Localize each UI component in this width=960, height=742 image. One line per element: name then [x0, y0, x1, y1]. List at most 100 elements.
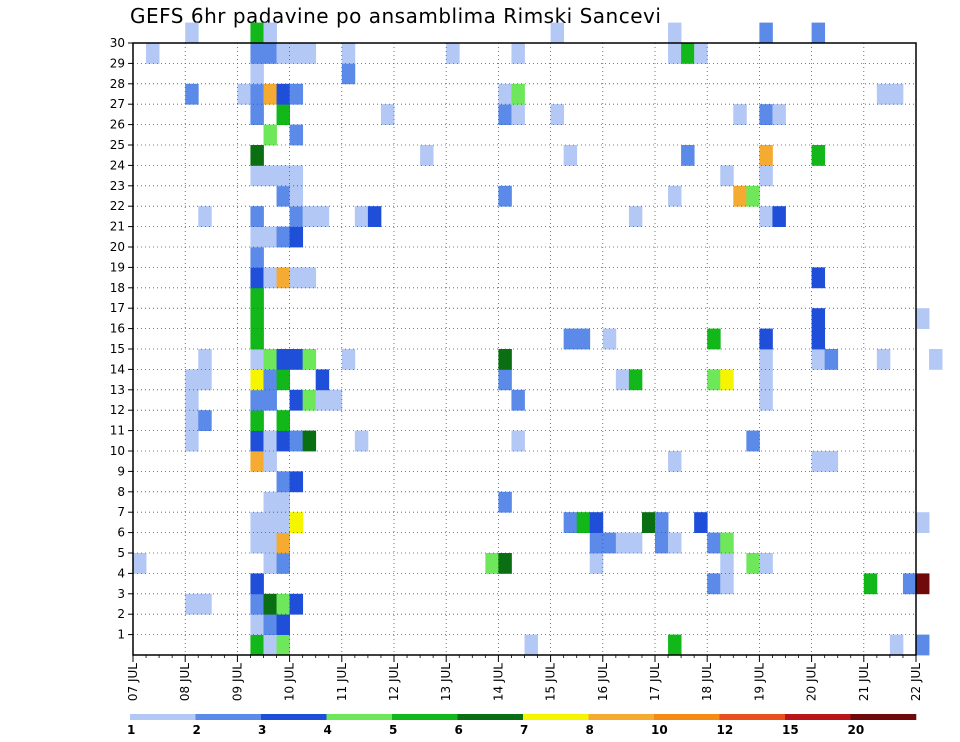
heatmap-cell — [289, 83, 304, 105]
heatmap-cell — [263, 83, 277, 105]
heatmap-cell — [250, 83, 264, 105]
heatmap-cell — [824, 349, 839, 370]
heatmap-cell — [302, 389, 317, 411]
heatmap-cell — [133, 553, 147, 574]
heatmap-cell — [289, 165, 304, 187]
heatmap-cell — [576, 328, 591, 350]
colorbar-label: 6 — [455, 723, 463, 737]
heatmap-cell — [250, 512, 264, 533]
heatmap-cell — [746, 553, 760, 574]
y-tick-label: 18 — [110, 281, 125, 295]
heatmap-cell — [250, 165, 264, 187]
heatmap-cell — [354, 206, 369, 227]
heatmap-cell — [250, 614, 264, 635]
heatmap-cell — [276, 532, 290, 554]
heatmap-cell — [289, 267, 304, 289]
x-axis: 07 JUL 08 JUL 09 JUL 10 JUL 11 JUL 12 JUL 13 J… — [126, 655, 923, 701]
heatmap-cell — [289, 430, 304, 452]
heatmap-cell — [759, 328, 773, 350]
colorbar-swatch — [588, 714, 655, 720]
heatmap-cell — [759, 104, 773, 125]
heatmap-cell — [250, 593, 264, 615]
heatmap-cell — [720, 573, 734, 595]
heatmap-cell — [250, 206, 264, 227]
heatmap-cell — [668, 634, 682, 656]
heatmap-cell — [237, 83, 251, 105]
y-tick-label: 3 — [117, 587, 125, 601]
y-tick-label: 16 — [110, 322, 125, 336]
heatmap-cell — [563, 145, 578, 166]
heatmap-cell — [250, 247, 264, 268]
heatmap-cell — [263, 451, 277, 472]
heatmap-cell — [341, 349, 356, 370]
heatmap-cell — [276, 369, 290, 391]
y-tick-label: 8 — [117, 485, 125, 499]
heatmap-cell — [198, 593, 212, 615]
heatmap-cell — [263, 614, 277, 635]
heatmap-cell — [289, 471, 304, 493]
x-tick-label: 09 JUL — [230, 663, 244, 701]
heatmap-cell — [198, 410, 212, 431]
x-tick-label: 19 JUL — [752, 663, 766, 701]
heatmap-cell — [263, 491, 277, 513]
heatmap-cell — [276, 410, 290, 431]
heatmap-cell — [668, 451, 682, 472]
heatmap-cell — [263, 124, 277, 146]
heatmap-cell — [341, 43, 356, 64]
heatmap-cell — [668, 532, 682, 554]
heatmap-cell — [759, 165, 773, 187]
heatmap-cell — [289, 226, 304, 248]
heatmap-cell — [628, 532, 643, 554]
heatmap-cell — [655, 532, 669, 554]
heatmap-cell — [250, 308, 264, 329]
heatmap-cell — [289, 512, 304, 533]
heatmap-cell — [185, 593, 199, 615]
heatmap-cell — [759, 389, 773, 411]
heatmap-cell — [615, 532, 630, 554]
heatmap-cell — [276, 430, 290, 452]
heatmap-cell — [681, 145, 695, 166]
heatmap-cell — [302, 349, 317, 370]
heatmap-cell — [315, 206, 330, 227]
heatmap-cell — [250, 410, 264, 431]
y-tick-label: 17 — [110, 301, 125, 315]
heatmap-cell — [746, 185, 760, 207]
heatmap-cell — [589, 532, 604, 554]
y-tick-label: 26 — [110, 118, 125, 132]
colorbar-swatch — [130, 714, 196, 720]
heatmap-cell — [485, 553, 499, 574]
x-tick-label: 10 JUL — [283, 663, 297, 701]
colorbar-swatch — [195, 714, 262, 720]
heatmap-cell — [759, 553, 773, 574]
heatmap-cell — [250, 145, 264, 166]
heatmap-cell — [328, 389, 343, 411]
y-tick-label: 20 — [110, 240, 125, 254]
x-tick-label: 13 JUL — [439, 663, 453, 701]
y-tick-label: 22 — [110, 199, 125, 213]
heatmap-cell — [250, 451, 264, 472]
heatmap-cell — [511, 104, 525, 125]
colorbar-label: 10 — [651, 723, 668, 737]
heatmap-cell — [602, 532, 617, 554]
heatmap-cell — [602, 328, 617, 350]
heatmap-cell — [720, 165, 734, 187]
heatmap-cell — [681, 43, 695, 64]
heatmap-cell — [250, 349, 264, 370]
heatmap-cell — [811, 267, 826, 289]
x-tick-label: 16 JUL — [596, 663, 610, 701]
heatmap-cell — [315, 389, 330, 411]
x-tick-label: 22 JUL — [909, 663, 923, 701]
heatmap-cell — [420, 145, 434, 166]
colorbar-label: 15 — [782, 723, 799, 737]
heatmap-cell — [589, 512, 604, 533]
heatmap-cell — [341, 63, 356, 85]
y-tick-label: 7 — [117, 505, 125, 519]
heatmap-cell — [576, 512, 591, 533]
heatmap-cell — [276, 512, 290, 533]
heatmap-cell — [811, 349, 826, 370]
y-tick-label: 29 — [110, 56, 125, 70]
heatmap-cell — [146, 43, 160, 64]
heatmap-cell — [655, 512, 669, 533]
colorbar-label: 20 — [848, 723, 865, 737]
